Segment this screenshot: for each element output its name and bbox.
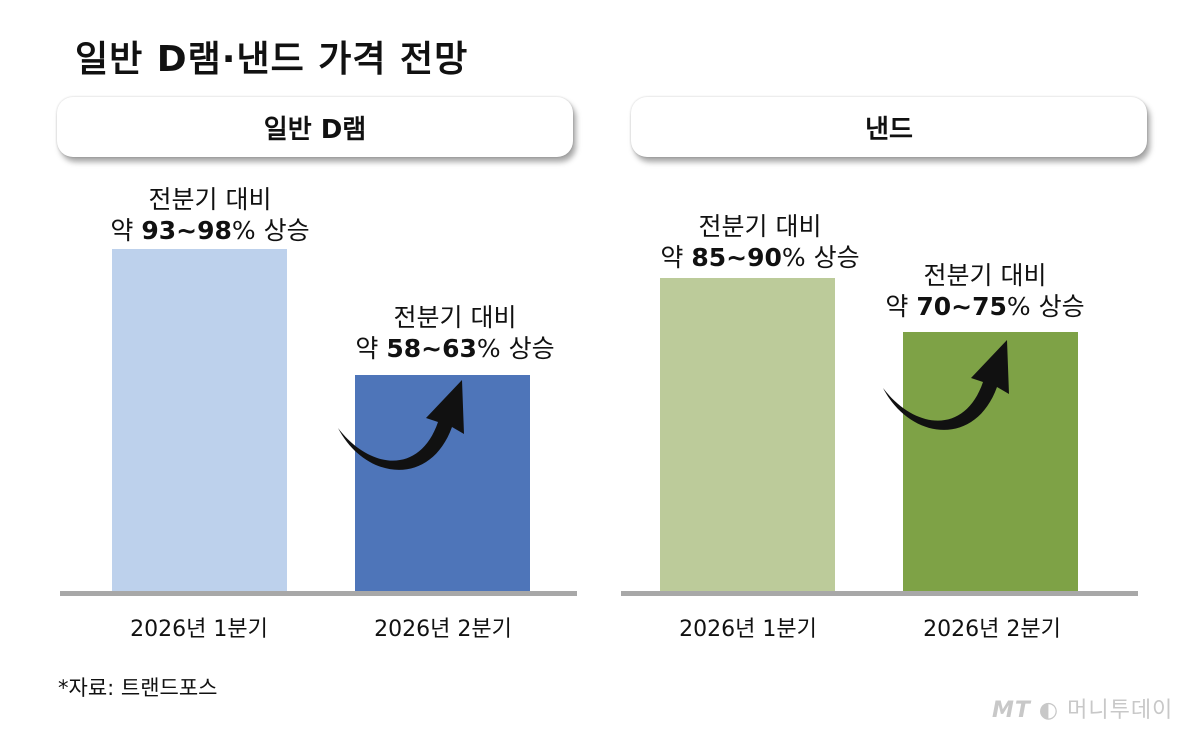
- dram-panel-header: 일반 D램: [57, 97, 573, 157]
- dram-q2-annotation-line1: 전분기 대비: [393, 303, 517, 332]
- dram-q1-bar: [112, 249, 287, 593]
- nand-baseline: [621, 591, 1138, 596]
- dram-q1-annotation-line2: 약 93~98% 상승: [110, 216, 310, 245]
- nand-q1-label: 2026년 1분기: [679, 617, 817, 642]
- nand-q2-label: 2026년 2분기: [923, 617, 1061, 642]
- dram-rise-arrow-icon: [338, 380, 464, 470]
- dram-q2-annotation: 전분기 대비 약 58~63% 상승: [305, 302, 605, 364]
- nand-rise-arrow-icon: [883, 340, 1009, 430]
- dram-q1-annotation: 전분기 대비 약 93~98% 상승: [60, 184, 360, 246]
- nand-q1-annotation-line1: 전분기 대비: [698, 212, 822, 241]
- nand-q1-annotation: 전분기 대비 약 85~90% 상승: [610, 211, 910, 273]
- nand-q2-annotation-line1: 전분기 대비: [923, 261, 1047, 290]
- dram-q1-annotation-line1: 전분기 대비: [148, 185, 272, 214]
- nand-q2-annotation-line2: 약 70~75% 상승: [885, 292, 1085, 321]
- nand-q2-annotation: 전분기 대비 약 70~75% 상승: [835, 260, 1135, 322]
- dram-baseline: [60, 591, 577, 596]
- dram-q2-annotation-line2: 약 58~63% 상승: [355, 334, 555, 363]
- dram-q1-label: 2026년 1분기: [130, 617, 268, 642]
- watermark-logo: MT ◐ 머니투데이: [992, 698, 1174, 723]
- page-title: 일반 D램·낸드 가격 전망: [75, 39, 469, 80]
- nand-q1-annotation-line2: 약 85~90% 상승: [660, 243, 860, 272]
- nand-q1-bar: [660, 278, 835, 593]
- dram-q2-label: 2026년 2분기: [374, 617, 512, 642]
- source-note: *자료: 트랜드포스: [58, 676, 218, 700]
- nand-panel-header: 낸드: [631, 97, 1147, 157]
